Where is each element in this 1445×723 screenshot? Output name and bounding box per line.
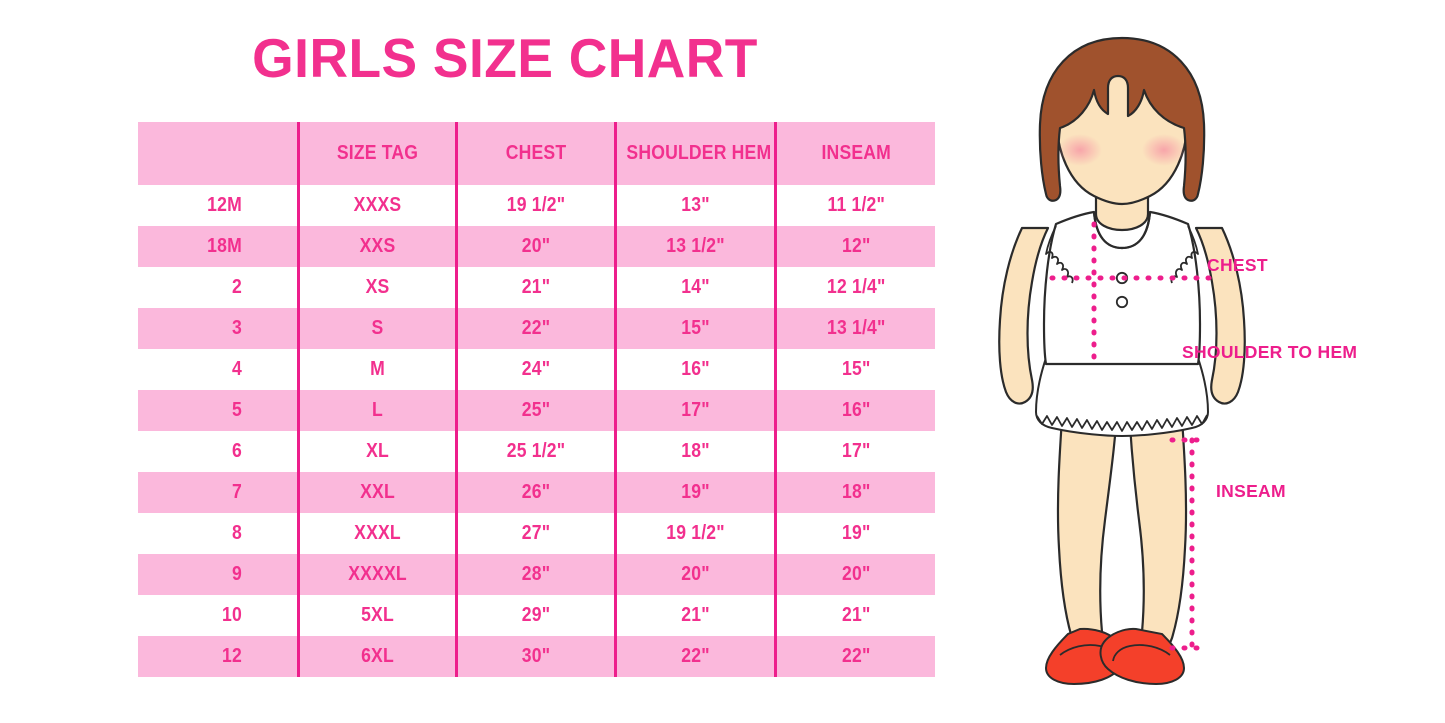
cell-shoulder-hem: 13" <box>613 185 775 226</box>
cell-size-tag: L <box>296 390 456 431</box>
cell-size-tag: XXL <box>296 472 456 513</box>
skirt-shape <box>1034 357 1210 438</box>
cell-size: 8 <box>138 513 298 554</box>
shoes-shape <box>1044 627 1186 686</box>
cell-inseam: 17" <box>773 431 935 472</box>
cell-chest: 26" <box>454 472 615 513</box>
cell-size-tag: M <box>296 349 456 390</box>
cell-size-tag: XXS <box>296 226 456 267</box>
cell-size: 6 <box>138 431 298 472</box>
cell-size: 5 <box>138 390 298 431</box>
table-row: 7 XXL 26" 19" 18" <box>138 472 935 513</box>
cell-size-tag: XXXXL <box>296 554 456 595</box>
cell-size: 12 <box>138 636 298 677</box>
cell-inseam: 22" <box>773 636 935 677</box>
cell-shoulder-hem: 15" <box>613 308 775 349</box>
cell-shoulder-hem: 22" <box>613 636 775 677</box>
cell-inseam: 16" <box>773 390 935 431</box>
cell-size: 3 <box>138 308 298 349</box>
table-header-row: SIZE TAG CHEST SHOULDER HEM INSEAM <box>138 122 935 185</box>
top-garment-shape <box>1042 210 1202 366</box>
cell-chest: 30" <box>454 636 615 677</box>
cell-size: 10 <box>138 595 298 636</box>
hair-shape <box>1038 36 1206 202</box>
cell-inseam: 19" <box>773 513 935 554</box>
cell-size-tag: XL <box>296 431 456 472</box>
table-row: 10 5XL 29" 21" 21" <box>138 595 935 636</box>
cell-size-tag: XXXL <box>296 513 456 554</box>
button-icon <box>1115 295 1129 309</box>
table-row: 3 S 22" 15" 13 1/4" <box>138 308 935 349</box>
cell-size: 7 <box>138 472 298 513</box>
cell-size-tag: 6XL <box>296 636 456 677</box>
table-row: 2 XS 21" 14" 12 1/4" <box>138 267 935 308</box>
cell-chest: 19 1/2" <box>454 185 615 226</box>
cell-inseam: 11 1/2" <box>773 185 935 226</box>
legs-shape <box>1056 386 1188 655</box>
table-row: 6 XL 25 1/2" 18" 17" <box>138 431 935 472</box>
cell-chest: 21" <box>454 267 615 308</box>
size-chart-table-container: SIZE TAG CHEST SHOULDER HEM INSEAM 12M XX… <box>138 122 935 677</box>
cell-chest: 24" <box>454 349 615 390</box>
cell-size: 12M <box>138 185 298 226</box>
inseam-label: INSEAM <box>1216 481 1286 501</box>
cheek-blush <box>1142 134 1186 166</box>
shoulder-to-hem-label: SHOULDER TO HEM <box>1182 342 1358 362</box>
column-header-size <box>138 122 298 185</box>
cell-inseam: 20" <box>773 554 935 595</box>
cell-shoulder-hem: 13 1/2" <box>613 226 775 267</box>
table-row: 12M XXXS 19 1/2" 13" 11 1/2" <box>138 185 935 226</box>
cell-inseam: 12" <box>773 226 935 267</box>
cheek-blush <box>1058 134 1102 166</box>
size-chart-table: SIZE TAG CHEST SHOULDER HEM INSEAM 12M XX… <box>138 122 935 677</box>
page-title: GIRLS SIZE CHART <box>252 27 758 89</box>
cell-inseam: 12 1/4" <box>773 267 935 308</box>
cell-inseam: 21" <box>773 595 935 636</box>
cell-size-tag: S <box>296 308 456 349</box>
cell-size: 18M <box>138 226 298 267</box>
table-row: 12 6XL 30" 22" 22" <box>138 636 935 677</box>
table-row: 4 M 24" 16" 15" <box>138 349 935 390</box>
cell-size: 9 <box>138 554 298 595</box>
column-header-chest: CHEST <box>454 122 615 185</box>
cell-shoulder-hem: 18" <box>613 431 775 472</box>
table-header: SIZE TAG CHEST SHOULDER HEM INSEAM <box>138 122 935 185</box>
cell-shoulder-hem: 19 1/2" <box>613 513 775 554</box>
cell-chest: 27" <box>454 513 615 554</box>
cell-inseam: 18" <box>773 472 935 513</box>
measurement-guides <box>1049 221 1217 651</box>
cell-chest: 29" <box>454 595 615 636</box>
cell-shoulder-hem: 19" <box>613 472 775 513</box>
girl-figure-illustration <box>960 28 1445 708</box>
cell-chest: 25" <box>454 390 615 431</box>
cell-size-tag: XS <box>296 267 456 308</box>
cell-size-tag: XXXS <box>296 185 456 226</box>
cell-shoulder-hem: 14" <box>613 267 775 308</box>
cell-size-tag: 5XL <box>296 595 456 636</box>
column-header-inseam: INSEAM <box>773 122 935 185</box>
arms-shape <box>998 226 1246 405</box>
cell-size: 2 <box>138 267 298 308</box>
cell-shoulder-hem: 17" <box>613 390 775 431</box>
cell-chest: 25 1/2" <box>454 431 615 472</box>
cell-chest: 22" <box>454 308 615 349</box>
table-row: 18M XXS 20" 13 1/2" 12" <box>138 226 935 267</box>
cell-inseam: 15" <box>773 349 935 390</box>
cell-chest: 28" <box>454 554 615 595</box>
cell-chest: 20" <box>454 226 615 267</box>
cell-shoulder-hem: 16" <box>613 349 775 390</box>
cell-inseam: 13 1/4" <box>773 308 935 349</box>
table-row: 8 XXXL 27" 19 1/2" 19" <box>138 513 935 554</box>
cell-shoulder-hem: 20" <box>613 554 775 595</box>
column-header-size-tag: SIZE TAG <box>296 122 456 185</box>
chest-label: CHEST <box>1207 255 1268 275</box>
table-body: 12M XXXS 19 1/2" 13" 11 1/2" 18M XXS 20" 13 1/2"… <box>138 185 935 677</box>
table-row: 5 L 25" 17" 16" <box>138 390 935 431</box>
cell-shoulder-hem: 21" <box>613 595 775 636</box>
cell-size: 4 <box>138 349 298 390</box>
column-header-shoulder-hem: SHOULDER HEM <box>613 122 775 185</box>
table-row: 9 XXXXL 28" 20" 20" <box>138 554 935 595</box>
